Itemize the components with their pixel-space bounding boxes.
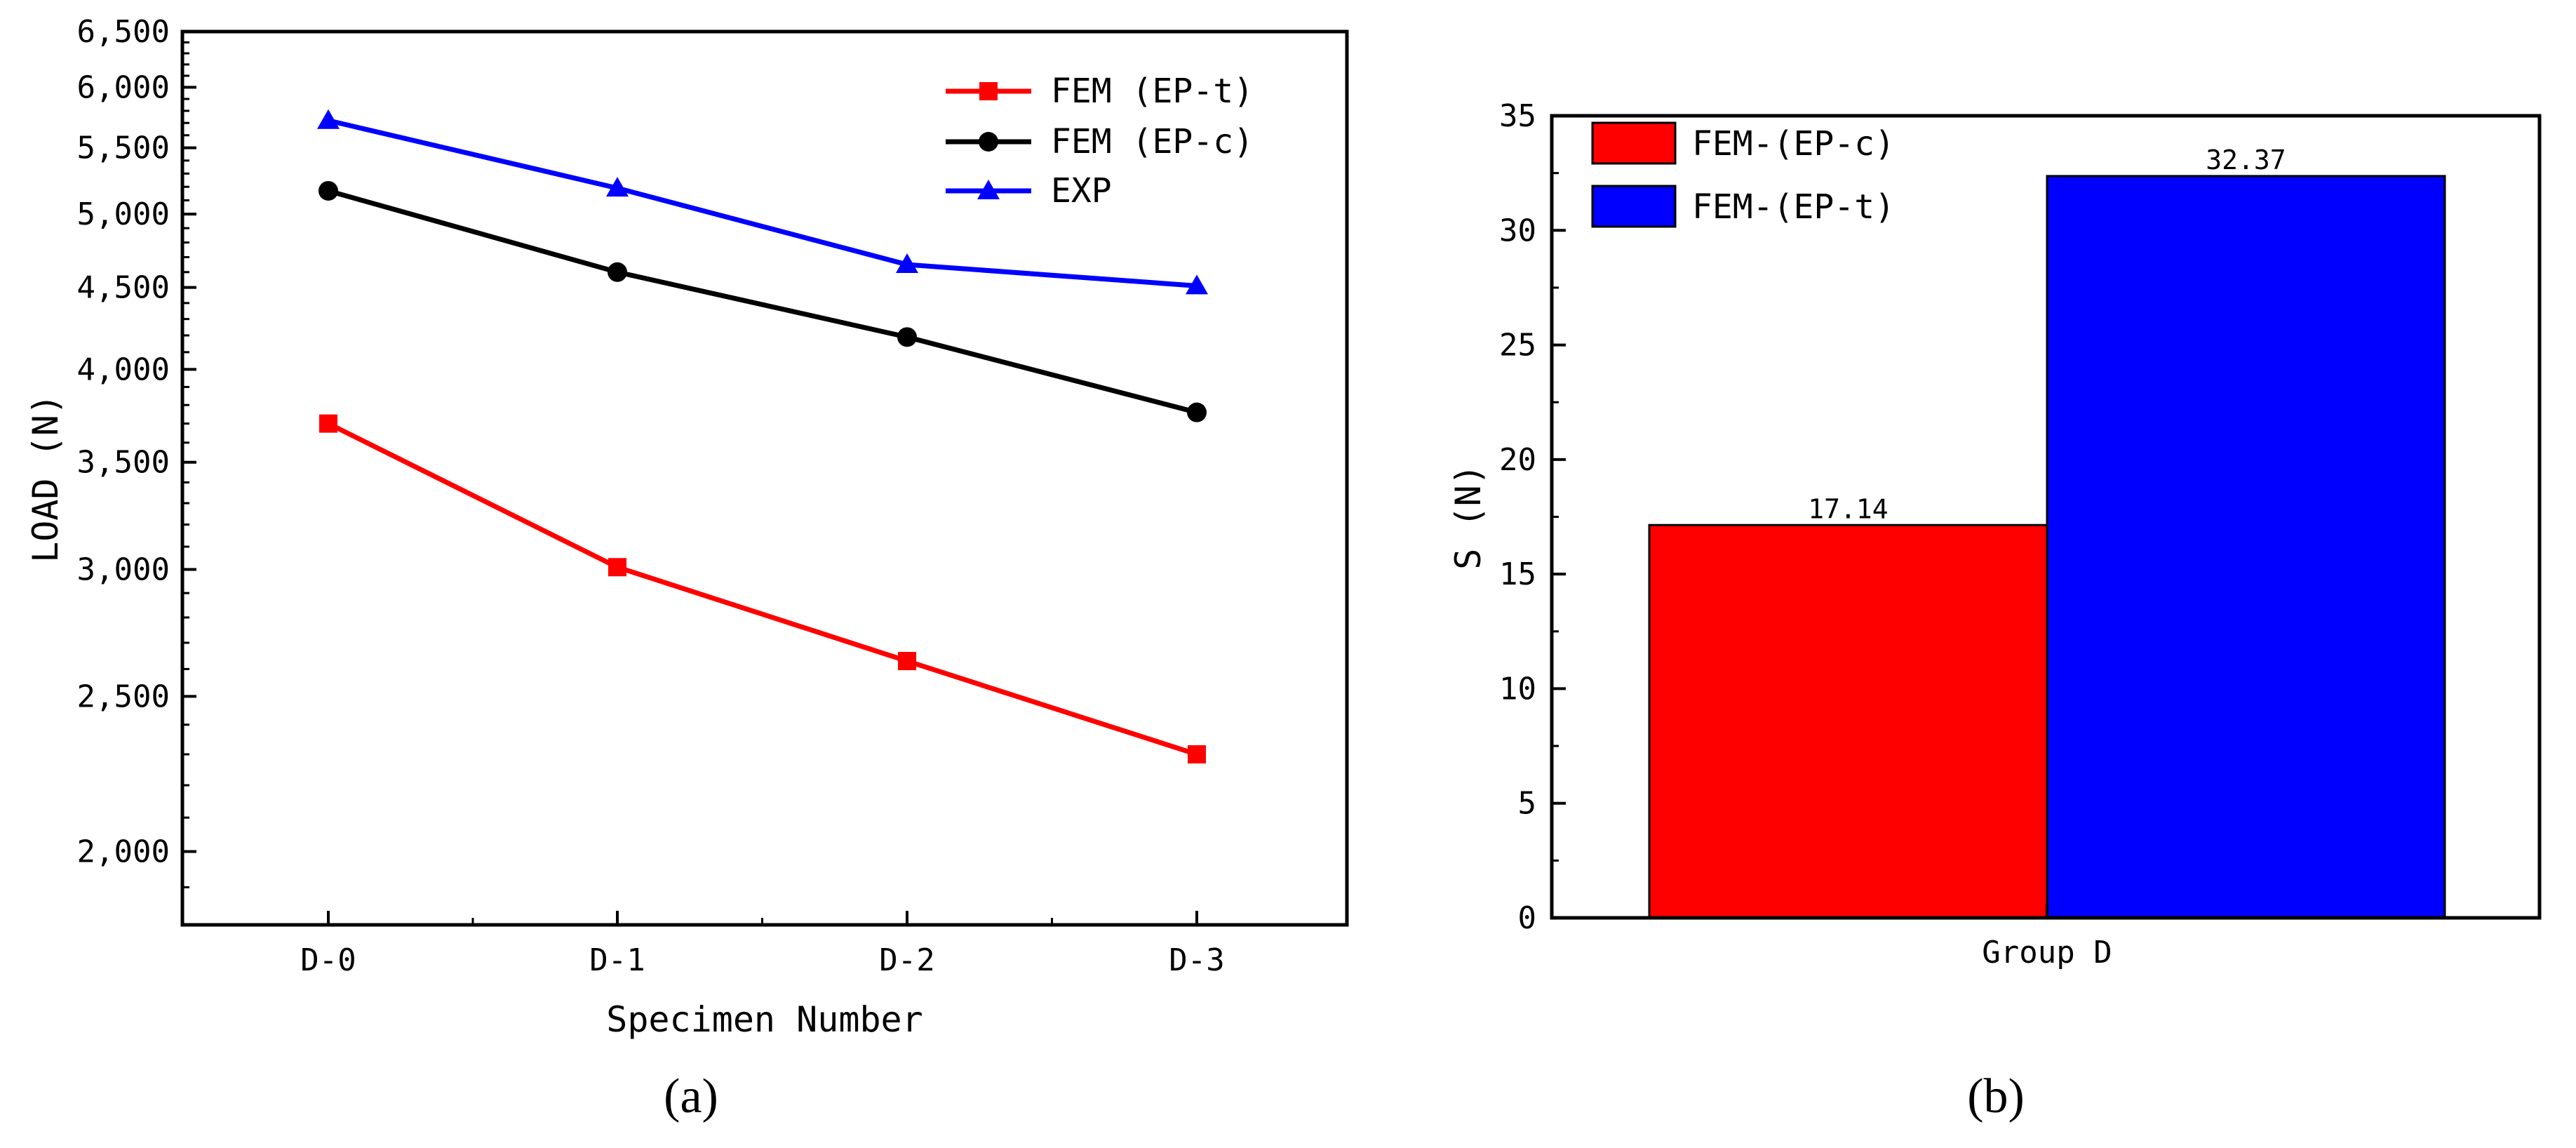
y-tick-label: 20 [1499, 442, 1536, 478]
legend-marker-fem-ep-c [979, 132, 998, 152]
series-line-exp [328, 118, 1198, 288]
data-point-fem-ep-t [898, 652, 916, 671]
panel-label-b: (b) [1967, 1069, 2025, 1123]
y-axis-title: LOAD (N) [25, 394, 66, 563]
x-tick-label: D-1 [589, 942, 645, 978]
data-point-fem-ep-c [608, 262, 627, 282]
y-tick-label: 6,500 [77, 14, 170, 50]
legend-marker-fem-ep-t [979, 82, 998, 100]
y-tick-label: 0 [1518, 900, 1537, 936]
y-tick-label: 2,000 [77, 834, 170, 870]
x-tick-label: Group D [1982, 935, 2112, 970]
data-point-exp [317, 109, 340, 129]
series-line-fem-ep-t [327, 421, 1198, 757]
plot-frame [180, 29, 1349, 927]
y-tick-label: 35 [1499, 98, 1536, 134]
y-tick-label: 10 [1499, 671, 1536, 707]
data-point-fem-ep-c [1187, 402, 1207, 422]
data-point-fem-ep-c [318, 180, 338, 201]
y-tick-label: 3,000 [77, 552, 170, 588]
y-tick-label: 4,000 [77, 352, 170, 387]
data-point-exp [1186, 274, 1208, 295]
x-tick-label: D-2 [879, 942, 934, 978]
x-tick-label: D-0 [300, 942, 356, 978]
x-tick-label: D-3 [1169, 942, 1224, 978]
chart-panel-b: 17.14 32.37 0 5 10 15 20 25 30 35 Group D S (N) FEM-… [1448, 98, 2542, 1123]
data-point-fem-ep-c [897, 327, 917, 347]
series-line-fem-ep-c [328, 188, 1198, 415]
data-point-exp [896, 253, 918, 274]
y-axis-title: S (N) [1448, 464, 1489, 570]
data-point-fem-ep-t [608, 558, 626, 577]
legend-label-fem-ep-c: FEM (EP-c) [1051, 122, 1254, 161]
data-point-fem-ep-t [319, 414, 337, 433]
legend-label-fem-ep-c: FEM-(EP-c) [1692, 124, 1895, 163]
bar-fem-ep-c [1648, 523, 2048, 919]
bar-fem-ep-t [2046, 175, 2446, 919]
y-tick-label: 25 [1499, 328, 1536, 363]
y-tick-label: 4,500 [77, 270, 170, 306]
y-tick-label: 6,000 [77, 69, 170, 105]
panel-label-a: (a) [664, 1069, 718, 1123]
bar-value-label-fem-ep-t: 32.37 [2206, 145, 2286, 175]
y-tick-label: 30 [1499, 213, 1536, 248]
legend-marker-exp [977, 180, 1000, 199]
data-point-fem-ep-t [1188, 745, 1206, 763]
y-tick-label: 2,500 [77, 679, 170, 714]
legend-swatch-fem-ep-t [1591, 185, 1677, 228]
y-tick-label: 5,000 [77, 196, 170, 232]
legend-swatch-fem-ep-c [1591, 121, 1677, 165]
legend-label-fem-ep-t: FEM (EP-t) [1051, 72, 1254, 111]
data-point-exp [606, 177, 629, 197]
y-tick-label: 5 [1518, 786, 1537, 822]
x-axis-title: Specimen Number [606, 999, 923, 1040]
legend-label-fem-ep-t: FEM-(EP-t) [1692, 187, 1895, 227]
chart-panel-a: 2,000 2,500 3,000 3,500 4,000 4,500 5,000 5,500… [25, 14, 1349, 1123]
y-tick-label: 3,500 [77, 445, 170, 481]
y-tick-label: 15 [1499, 556, 1536, 592]
y-tick-label: 5,500 [77, 131, 170, 166]
bar-value-label-fem-ep-c: 17.14 [1808, 493, 1888, 524]
legend-label-exp: EXP [1051, 171, 1112, 211]
